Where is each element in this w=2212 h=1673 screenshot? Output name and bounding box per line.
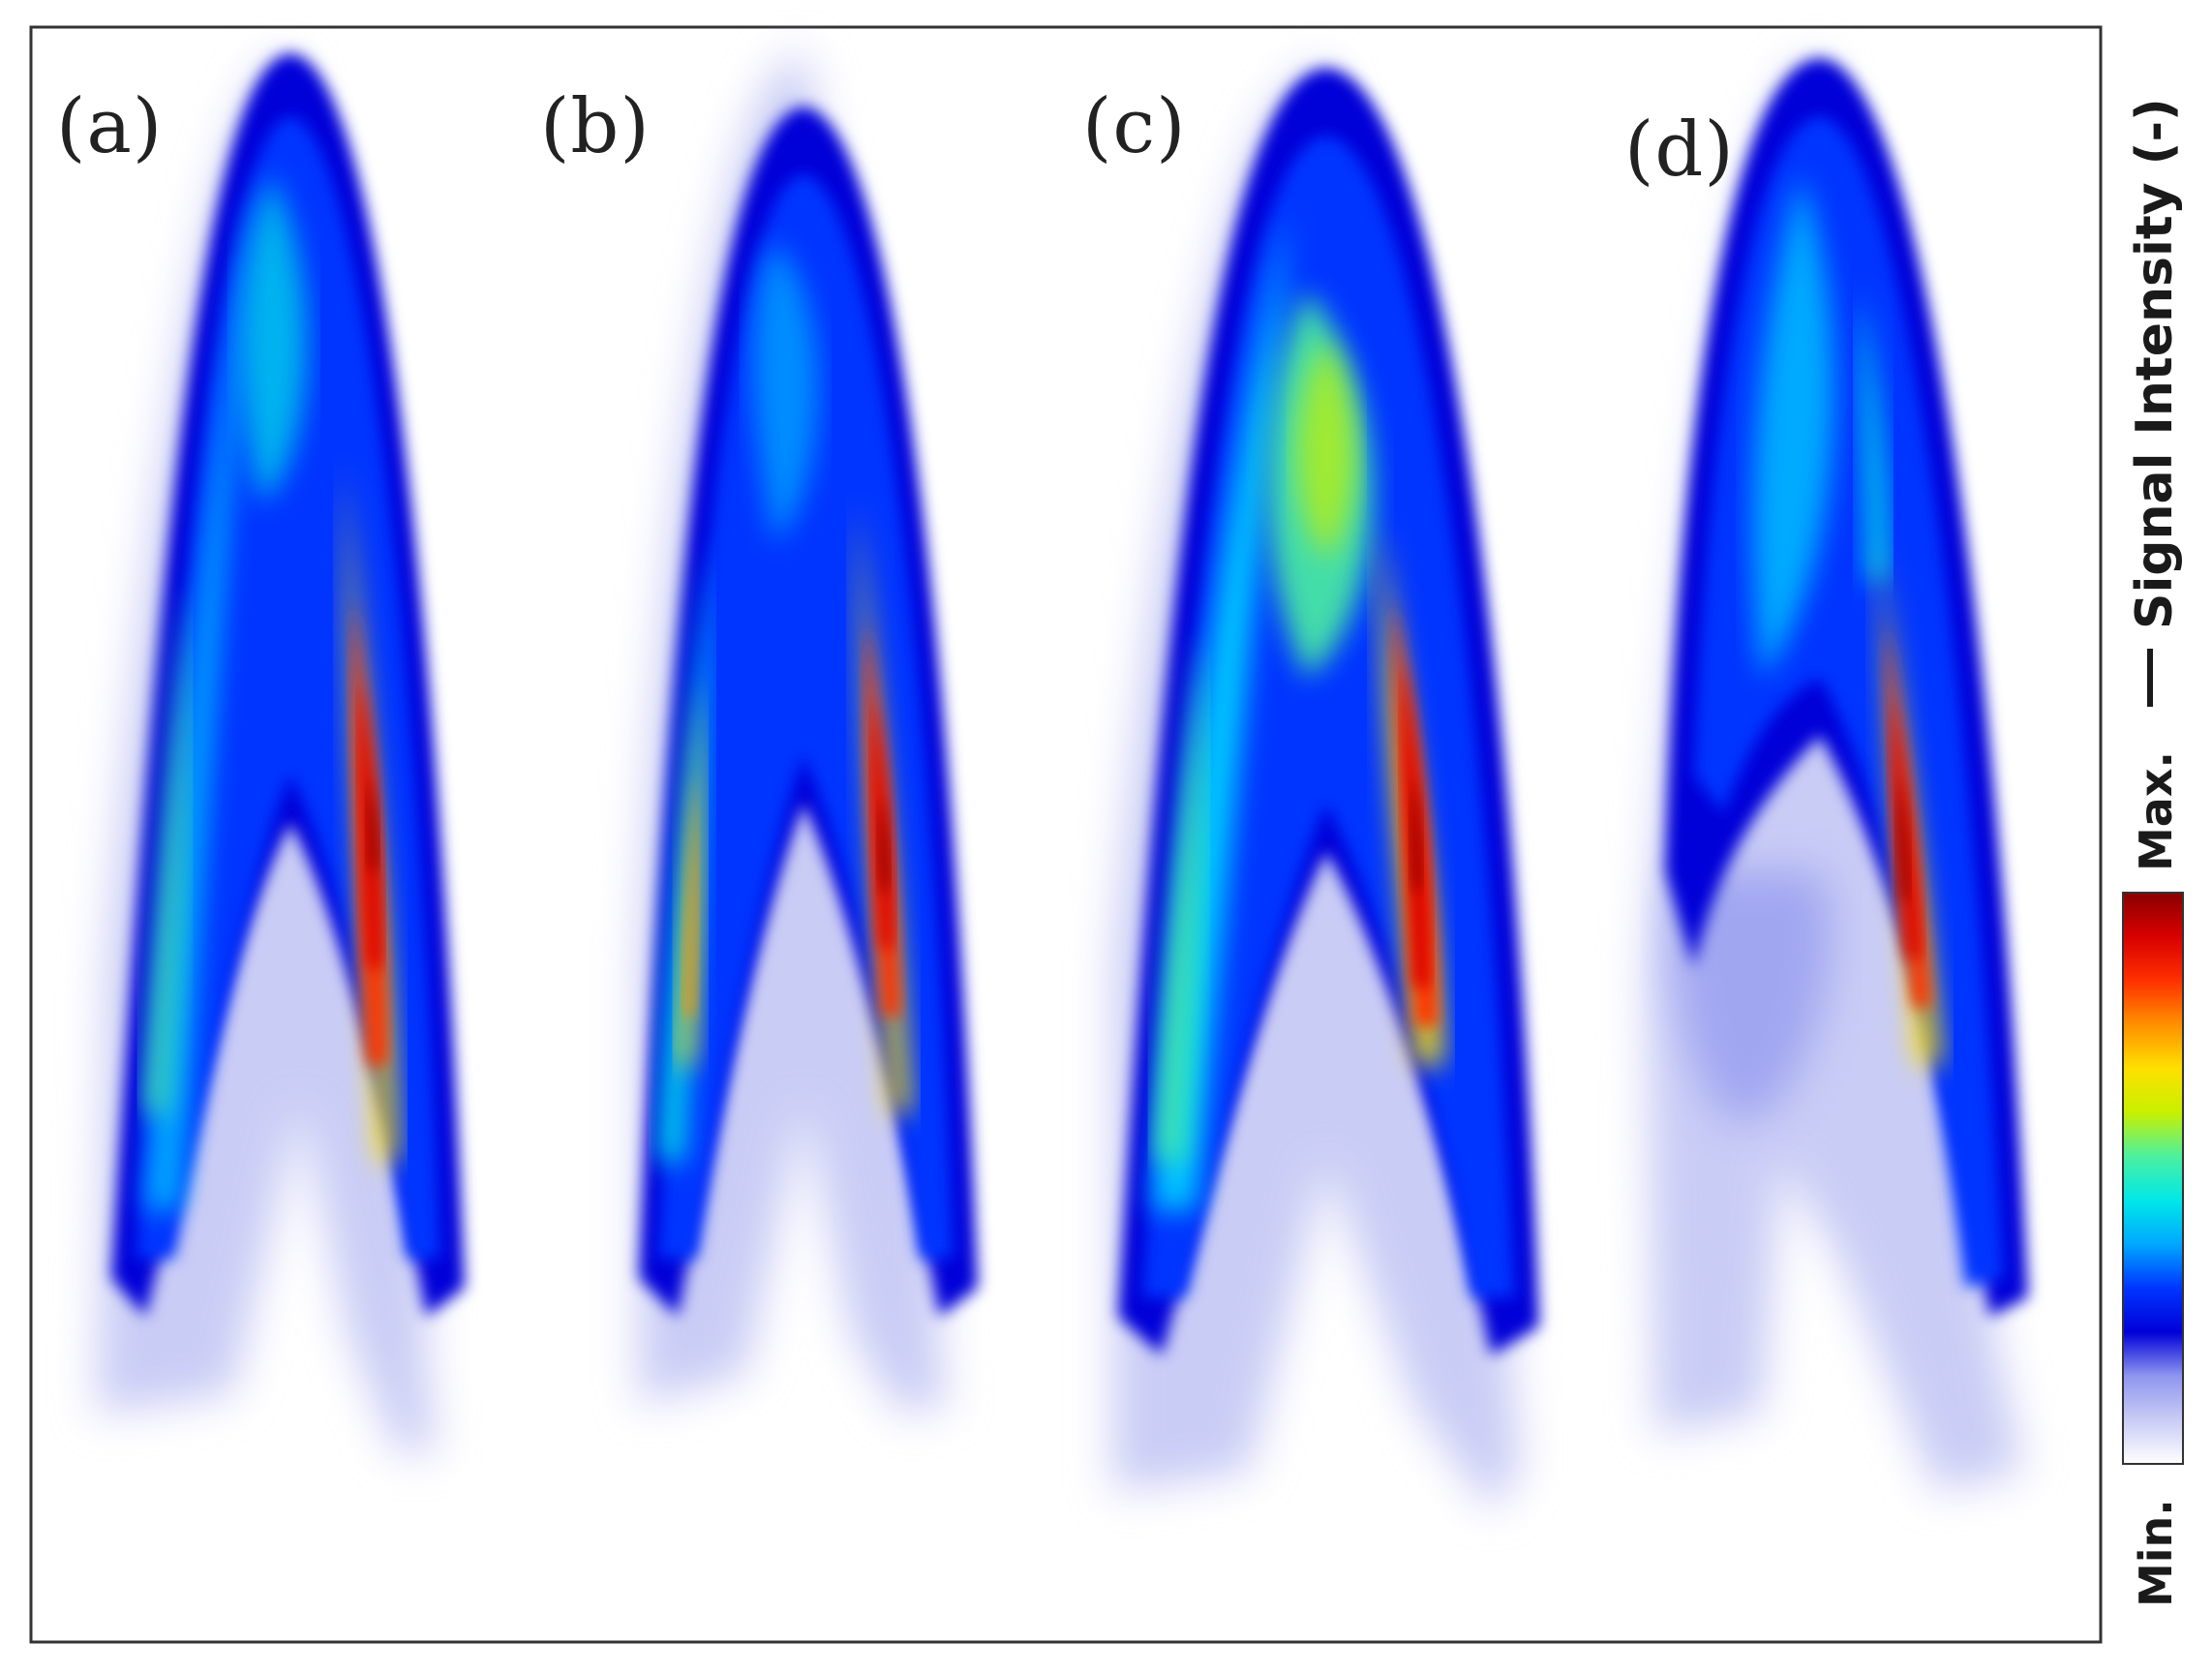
panel-label-d: (d)	[1624, 106, 1735, 194]
panel-label-a: (a)	[56, 83, 164, 170]
panel-label-b: (b)	[540, 83, 651, 170]
colorbar-min-label: Min.	[2130, 1499, 2182, 1607]
plume-c	[1113, 68, 1539, 1510]
plume-a	[97, 53, 465, 1452]
colorbar-title: Signal Intensity (-)	[2126, 98, 2184, 629]
colorbar-max-label: Max.	[2130, 751, 2182, 871]
colorbar-title-dash	[2147, 649, 2153, 707]
colorbar	[2122, 892, 2184, 1465]
plume-d	[1646, 58, 2028, 1491]
plume-b	[639, 53, 978, 1414]
panel-label-c: (c)	[1082, 83, 1187, 170]
